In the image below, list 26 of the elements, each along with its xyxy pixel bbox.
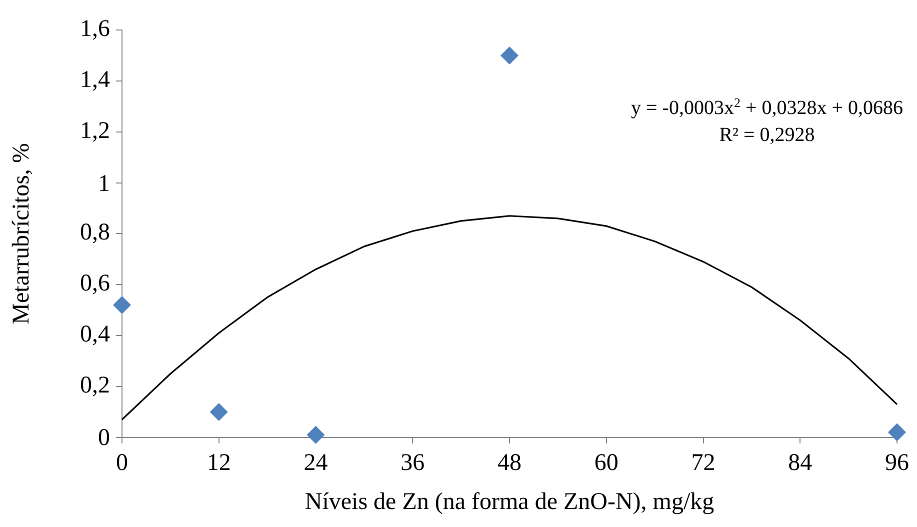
- x-tick-label: 48: [498, 450, 522, 476]
- y-tick-label: 0,8: [80, 220, 110, 246]
- point: [500, 46, 518, 64]
- x-tick-label: 60: [594, 450, 618, 476]
- x-tick-label: 0: [116, 450, 128, 476]
- x-tick-label: 84: [788, 450, 812, 476]
- point: [306, 426, 325, 444]
- y-tick-label: 1,2: [80, 118, 110, 144]
- y-tick-label: 0: [98, 424, 110, 451]
- point: [888, 423, 906, 442]
- y-tick-label: 0,2: [80, 372, 110, 398]
- y-tick-label: 0,6: [80, 270, 110, 297]
- annotation: R² = 0,2928: [719, 124, 815, 146]
- point: [210, 402, 228, 421]
- y-tick-label: 1,6: [80, 16, 110, 42]
- x-tick-label: 12: [206, 450, 231, 476]
- y-axis-title: Metarrubrícitos, %: [8, 143, 35, 324]
- x-tick-label: 72: [691, 450, 716, 476]
- x-tick-label: 36: [400, 450, 425, 476]
- y-tick-label: 1: [98, 170, 110, 197]
- y-tick-label: 0,4: [80, 322, 110, 348]
- x-axis-title: Níveis de Zn (na forma de ZnO-N), mg/kg: [304, 488, 714, 515]
- x-tick-label: 96: [885, 450, 909, 476]
- point: [113, 296, 131, 314]
- x-tick-label: 24: [304, 450, 328, 476]
- y-tick-label: 1,4: [80, 66, 110, 93]
